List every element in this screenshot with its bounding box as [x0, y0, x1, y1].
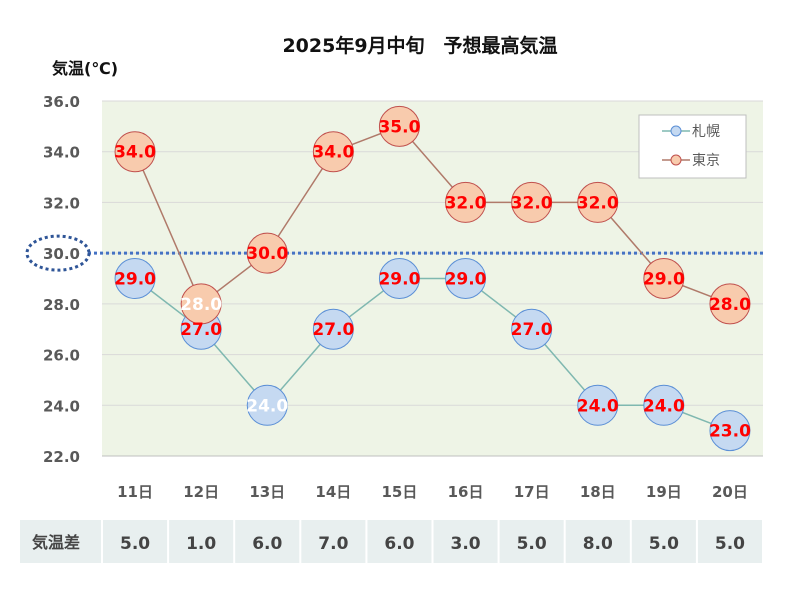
difference-value: 8.0 [583, 534, 613, 554]
y-tick-label: 26.0 [43, 347, 80, 365]
series-0-data-label: 29.0 [114, 270, 156, 290]
difference-value: 6.0 [252, 534, 282, 554]
series-0-point [577, 384, 619, 426]
difference-row: 気温差 5.0 1.0 6.0 7.0 6.0 3.0 5.0 8.0 5.0 5.0 [20, 520, 762, 563]
series-0-data-label: 24.0 [643, 396, 685, 416]
series-1-point [445, 181, 487, 223]
x-tick-label: 17日 [514, 483, 550, 501]
x-tick-label: 13日 [249, 483, 285, 501]
series-group: 29.0 27.0 24.0 27.0 29.0 29.0 27.0 24.0 24.0 23.0… [114, 105, 751, 452]
series-1-data-label: 35.0 [378, 117, 420, 137]
series-0-point [643, 384, 685, 426]
chart-title: 2025年9月中旬 予想最高気温 [282, 34, 557, 57]
series-1-data-label: 32.0 [577, 193, 619, 213]
series-line-1 [134, 125, 731, 306]
series-1-data-label: 34.0 [114, 143, 156, 163]
y-tick-label: 36.0 [43, 93, 80, 111]
series-1-point [312, 131, 354, 173]
x-tick-label: 11日 [117, 483, 153, 501]
legend-box [638, 114, 747, 179]
series-1-point [378, 105, 420, 147]
series-1-data-label: 34.0 [312, 143, 354, 163]
legend-marker [670, 125, 682, 137]
x-tick-label: 20日 [712, 483, 748, 501]
series-0-data-label: 23.0 [709, 422, 751, 442]
series-0-data-label: 27.0 [312, 320, 354, 340]
series-0-data-label: 29.0 [445, 270, 487, 290]
series-1-data-label: 29.0 [643, 270, 685, 290]
y-ticks: 22.0 24.0 26.0 28.0 30.0 32.0 34.0 36.0 [43, 93, 80, 466]
difference-value: 5.0 [649, 534, 679, 554]
y-axis-label: 気温(℃) [52, 59, 118, 78]
series-0-point [709, 410, 751, 452]
series-0-point [511, 308, 553, 350]
x-tick-label: 19日 [646, 483, 682, 501]
y-tick-label: 34.0 [43, 144, 80, 162]
series-1-data-label: 28.0 [180, 295, 222, 315]
series-0-data-label: 24.0 [246, 396, 288, 416]
y-tick-label: 22.0 [43, 448, 80, 466]
series-1-point [246, 232, 288, 274]
y-tick-label: 30.0 [43, 245, 80, 263]
series-1-data-label: 30.0 [246, 244, 288, 264]
reference-highlight-ellipse [25, 234, 91, 272]
series-0-point [378, 258, 420, 299]
series-1-point [709, 283, 751, 325]
difference-value: 1.0 [186, 534, 216, 554]
series-0-data-label: 27.0 [180, 320, 222, 340]
difference-value: 6.0 [384, 534, 414, 554]
x-tick-label: 18日 [580, 483, 616, 501]
difference-value: 5.0 [120, 534, 150, 554]
series-1-point [643, 258, 685, 299]
difference-value: 5.0 [715, 534, 745, 554]
series-1-data-label: 28.0 [709, 295, 751, 315]
x-tick-label: 14日 [315, 483, 351, 501]
series-0-point [114, 258, 156, 299]
legend-marker [670, 154, 682, 166]
x-tick-label: 16日 [448, 483, 484, 501]
difference-row-background [20, 520, 762, 563]
difference-value: 7.0 [318, 534, 348, 554]
x-tick-label: 12日 [183, 483, 219, 501]
series-1-data-label: 32.0 [445, 193, 487, 213]
series-1-point [180, 283, 222, 325]
y-tick-label: 32.0 [43, 194, 80, 212]
series-1-data-label: 32.0 [511, 193, 553, 213]
series-0-data-label: 27.0 [511, 320, 553, 340]
series-1-point [114, 131, 156, 173]
reference-line-group [25, 234, 763, 272]
x-tick-label: 15日 [382, 483, 418, 501]
series-0-data-label: 29.0 [378, 270, 420, 290]
difference-value: 3.0 [450, 534, 480, 554]
series-0-data-label: 24.0 [577, 396, 619, 416]
series-0-point [445, 258, 487, 299]
series-0-point [246, 384, 288, 426]
series-1-point [577, 181, 619, 223]
difference-row-label: 気温差 [32, 533, 80, 552]
series-0-point [312, 308, 354, 350]
difference-value: 5.0 [517, 534, 547, 554]
legend-entry-label: 札幌 [692, 124, 720, 140]
series-line-0 [134, 277, 731, 432]
y-tick-label: 28.0 [43, 296, 80, 314]
y-tick-label: 24.0 [43, 397, 80, 415]
x-ticks: 11日 12日 13日 14日 15日 16日 17日 18日 19日 20日 [117, 483, 748, 501]
series-1-point [511, 181, 553, 223]
legend-entry-label: 東京 [692, 153, 720, 169]
